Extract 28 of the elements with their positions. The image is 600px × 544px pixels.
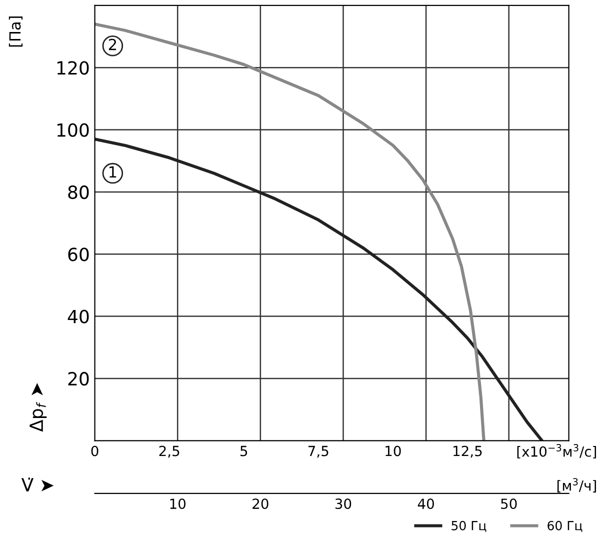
y-tick-label: 60 <box>68 248 89 262</box>
legend-label: 60 Гц <box>548 520 582 532</box>
y-tick-label: 20 <box>68 372 89 386</box>
x2-tick-label: 10 <box>170 498 186 510</box>
x-tick-label: 7,5 <box>308 446 328 458</box>
line-series <box>94 22 486 441</box>
text: V̇ ➤ <box>21 478 54 492</box>
x-tick-label: 2,5 <box>159 446 180 458</box>
annotation: 1 <box>110 166 116 178</box>
x2-tick-label: 30 <box>335 498 352 510</box>
y-tick-label: 40 <box>68 310 89 324</box>
x2-tick-label: 40 <box>418 498 434 510</box>
annotation: 2 <box>108 38 116 50</box>
y-tick-label: 100 <box>57 123 89 137</box>
line-series <box>94 138 544 441</box>
x-axis-title: [x10$^{−3}$м$^{3}$/с] <box>517 444 596 458</box>
text: Δp$_{f}$ ➤ <box>30 383 47 432</box>
x-tick-label: 0 <box>91 446 98 456</box>
y-tick-label: 80 <box>68 185 89 200</box>
x-tick-label: 10 <box>386 446 401 456</box>
x-tick-label: 12,5 <box>454 446 482 458</box>
x2-axis-title: [м$^{3}$/ч] <box>557 478 596 492</box>
y-tick-label: 120 <box>57 61 89 75</box>
x-tick-label: 5 <box>240 446 248 456</box>
legend-label: 50 Гц <box>452 520 486 532</box>
x2-tick-label: 50 <box>501 498 517 510</box>
x2-tick-label: 20 <box>252 498 268 510</box>
y-axis-title: [Па] <box>8 16 23 47</box>
